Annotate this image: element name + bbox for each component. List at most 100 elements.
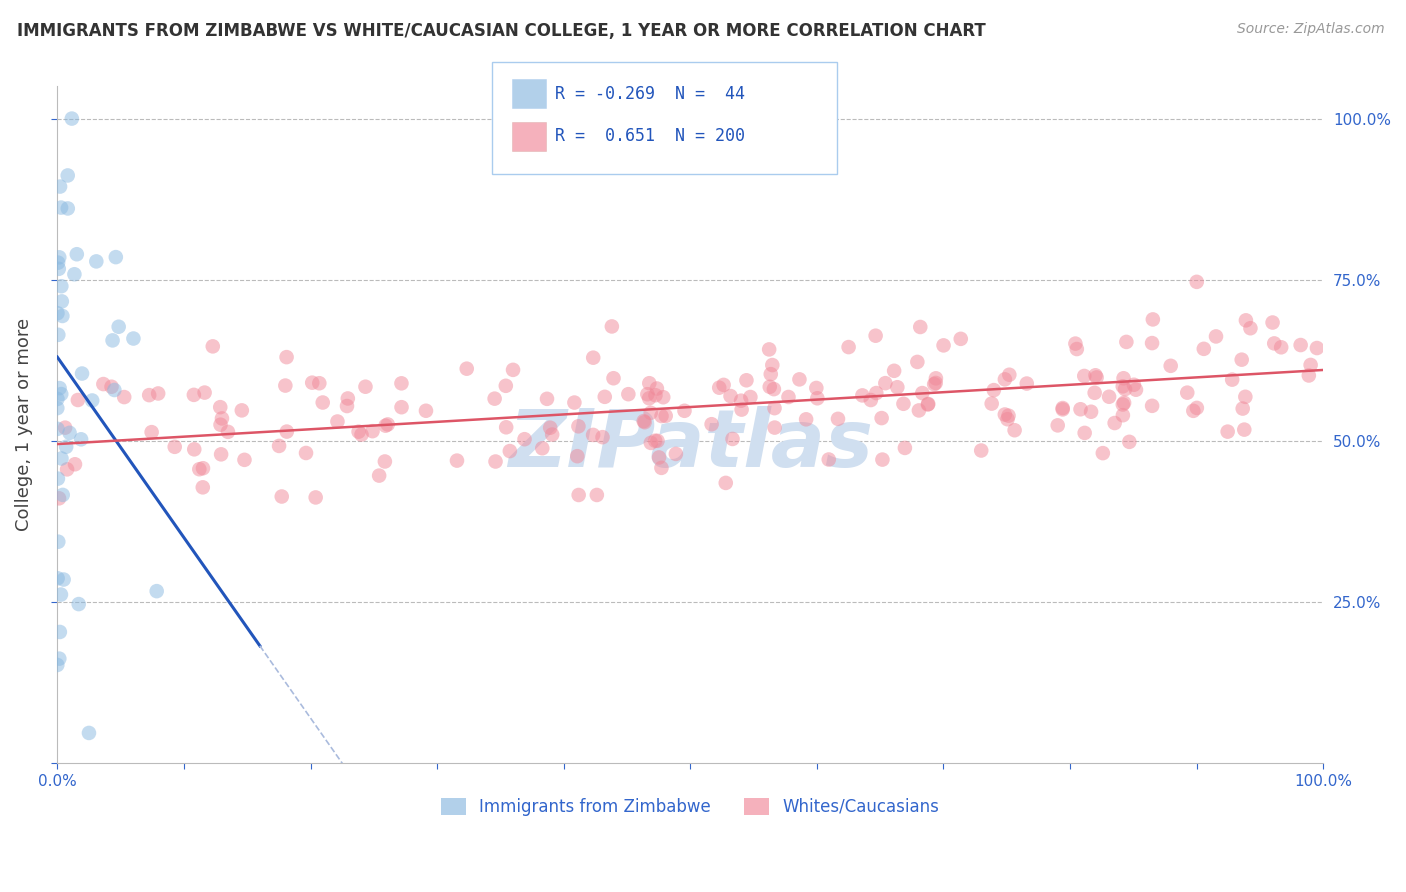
Point	[267, 439, 290, 453]
Point	[1052, 402, 1074, 417]
Point	[875, 376, 897, 391]
Point	[1015, 376, 1038, 391]
Point	[56, 462, 79, 476]
Point	[600, 319, 623, 334]
Point	[48, 651, 70, 665]
Point	[806, 381, 828, 395]
Point	[910, 320, 932, 334]
Point	[499, 444, 522, 458]
Point	[163, 440, 186, 454]
Point	[46, 422, 69, 436]
Point	[101, 334, 124, 348]
Point	[194, 385, 217, 400]
Point	[1263, 336, 1285, 351]
Point	[1232, 401, 1254, 416]
Point	[763, 420, 786, 434]
Point	[917, 397, 939, 411]
Point	[46, 255, 69, 269]
Point	[1084, 385, 1107, 400]
Point	[865, 386, 887, 401]
Point	[894, 441, 917, 455]
Point	[46, 571, 69, 585]
Point	[51, 309, 73, 323]
Point	[48, 491, 70, 506]
Point	[1046, 418, 1069, 433]
Point	[122, 332, 145, 346]
Point	[762, 382, 785, 396]
Point	[93, 377, 115, 392]
Point	[312, 395, 335, 409]
Point	[1192, 342, 1215, 356]
Point	[100, 380, 122, 394]
Point	[838, 340, 860, 354]
Point	[484, 454, 506, 468]
Point	[650, 461, 672, 475]
Point	[415, 403, 437, 417]
Point	[49, 179, 72, 194]
Point	[103, 383, 125, 397]
Point	[740, 390, 762, 404]
Point	[645, 382, 668, 396]
Point	[789, 372, 811, 386]
Point	[209, 417, 232, 432]
Point	[191, 480, 214, 494]
Point	[640, 406, 662, 420]
Point	[1261, 316, 1284, 330]
Point	[1085, 370, 1108, 384]
Point	[1112, 397, 1135, 411]
Point	[778, 390, 800, 404]
Point	[484, 392, 506, 406]
Point	[276, 350, 298, 364]
Point	[305, 491, 328, 505]
Point	[86, 254, 108, 268]
Point	[1112, 396, 1135, 410]
Point	[1239, 321, 1261, 335]
Point	[211, 411, 233, 425]
Point	[652, 390, 675, 404]
Point	[806, 391, 828, 405]
Point	[932, 338, 955, 352]
Point	[209, 447, 232, 461]
Point	[1298, 368, 1320, 383]
Point	[52, 488, 75, 502]
Point	[46, 401, 69, 416]
Point	[146, 386, 169, 401]
Point	[730, 402, 752, 417]
Point	[52, 573, 75, 587]
Point	[648, 450, 671, 465]
Point	[63, 457, 86, 471]
Point	[994, 408, 1017, 422]
Point	[58, 425, 80, 440]
Point	[391, 376, 413, 391]
Point	[763, 401, 786, 416]
Point	[567, 449, 589, 463]
Text: Source: ZipAtlas.com: Source: ZipAtlas.com	[1237, 22, 1385, 37]
Point	[925, 376, 948, 390]
Point	[274, 378, 297, 392]
Point	[1182, 404, 1205, 418]
Point	[908, 403, 931, 417]
Point	[1098, 390, 1121, 404]
Point	[1125, 383, 1147, 397]
Point	[1118, 434, 1140, 449]
Point	[997, 412, 1019, 426]
Point	[1234, 390, 1257, 404]
Point	[721, 432, 744, 446]
Point	[141, 425, 163, 439]
Point	[70, 367, 93, 381]
Point	[870, 411, 893, 425]
Point	[980, 396, 1002, 410]
Point	[1230, 352, 1253, 367]
Point	[633, 414, 655, 428]
Point	[1122, 377, 1144, 392]
Point	[1306, 341, 1329, 355]
Point	[592, 430, 614, 444]
Point	[886, 380, 908, 394]
Point	[872, 452, 894, 467]
Point	[983, 383, 1005, 397]
Point	[644, 388, 666, 402]
Point	[851, 388, 873, 402]
Point	[46, 472, 69, 486]
Point	[735, 373, 758, 387]
Point	[46, 306, 69, 320]
